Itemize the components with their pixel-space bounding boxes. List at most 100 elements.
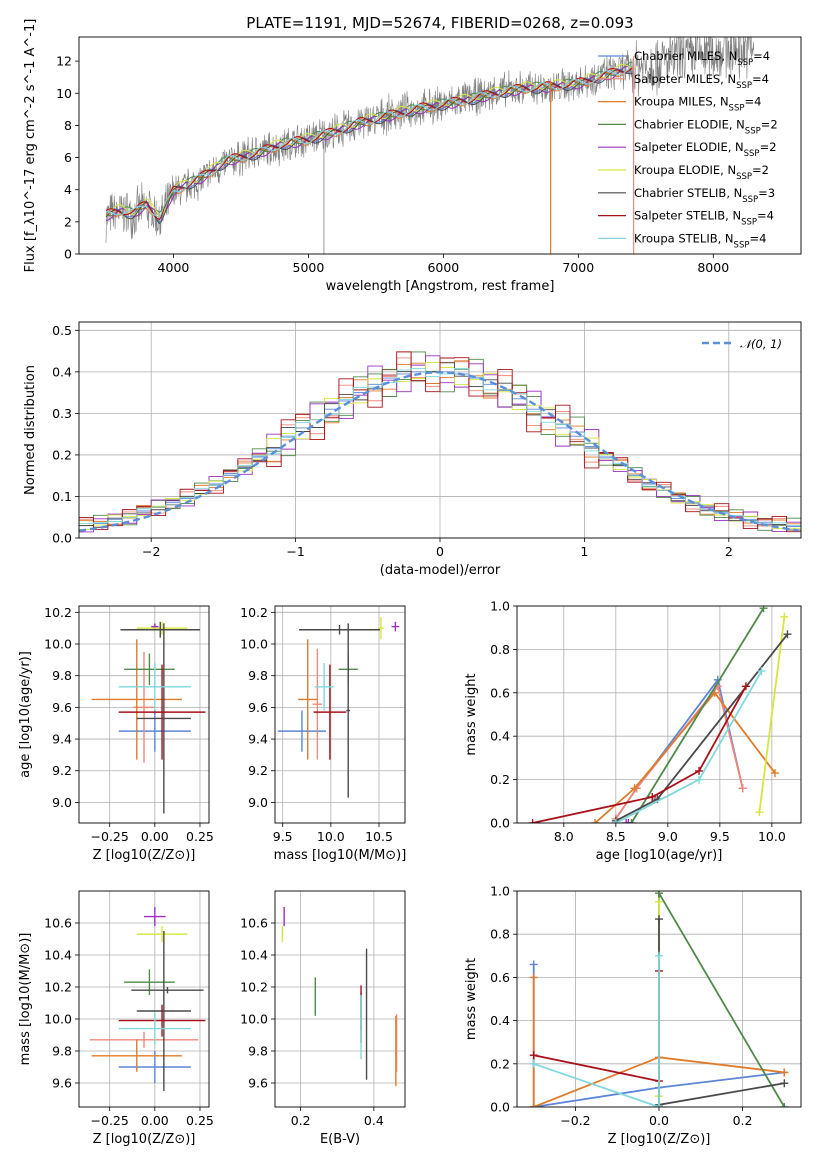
weight-marker bbox=[529, 1103, 538, 1107]
x-axis-label: (data-model)/error bbox=[380, 563, 501, 578]
x-tick-label: 0.00 bbox=[141, 829, 169, 844]
y-tick-label: 9.4 bbox=[248, 732, 268, 747]
weight-line bbox=[758, 616, 786, 813]
weight-marker bbox=[529, 960, 538, 969]
y-tick-label: 0.0 bbox=[490, 1100, 510, 1115]
x-tick-label: 8.5 bbox=[606, 829, 626, 844]
y-tick-label: 10.6 bbox=[44, 916, 72, 931]
y-tick-label: 0.5 bbox=[52, 323, 72, 338]
weight-marker bbox=[655, 897, 663, 906]
x-tick-label: −1 bbox=[286, 544, 304, 559]
weight-line bbox=[533, 955, 660, 1107]
x-axis-label: Z [log10(Z/Z⊙)] bbox=[93, 848, 196, 863]
weight-marker bbox=[591, 819, 600, 823]
legend: Chabrier MILES, NSSP=4 Salpeter MILES, NS… bbox=[598, 49, 778, 250]
y-tick-label: 9.8 bbox=[52, 1044, 72, 1059]
y-tick-label: 9.8 bbox=[248, 668, 268, 683]
x-tick-label: −0.25 bbox=[91, 829, 129, 844]
legend-entry: Kroupa STELIB, NSSP=4 bbox=[634, 231, 766, 250]
weight-line bbox=[532, 977, 785, 1107]
x-tick-label: 0.0 bbox=[649, 1113, 669, 1128]
y-tick-label: 0.1 bbox=[52, 489, 72, 504]
plot-area bbox=[79, 322, 801, 538]
weight-line bbox=[658, 919, 785, 1106]
legend-entry: Kroupa ELODIE, NSSP=2 bbox=[634, 163, 769, 182]
legend-entry: Salpeter MILES, NSSP=4 bbox=[634, 72, 769, 91]
axes-frame bbox=[78, 890, 210, 1108]
model-line bbox=[105, 66, 633, 221]
x-axis-label: Z [log10(Z/Z⊙)] bbox=[93, 1132, 196, 1147]
x-tick-label: 2 bbox=[725, 544, 733, 559]
count: =4 bbox=[753, 49, 770, 63]
count: =2 bbox=[752, 163, 769, 177]
y-tick-label: 0.0 bbox=[52, 531, 72, 546]
panel-1: −2 −1 0 1 2 0.0 0.1 0.2 0.3 0.4 0.5 (data-model)/er… bbox=[23, 321, 802, 578]
panel-4: 8.0 8.5 9.0 9.5 10.0 0.0 0.2 0.4 0.6 0.8 1.0 age [l… bbox=[464, 599, 802, 863]
y-tick-label: 12 bbox=[56, 54, 72, 69]
panel-2: −0.25 0.00 0.25 9.0 9.2 9.4 9.6 9.8 10.0 10.2 Z [l… bbox=[18, 605, 214, 863]
y-tick-label: 10.6 bbox=[240, 916, 268, 931]
y-tick-label: 0.8 bbox=[490, 642, 510, 657]
weight-line bbox=[630, 607, 765, 823]
x-tick-label: 7000 bbox=[562, 260, 594, 275]
weight-marker bbox=[529, 1059, 538, 1068]
weight-marker bbox=[780, 1103, 789, 1107]
weight-marker bbox=[755, 808, 764, 817]
x-tick-label: 8000 bbox=[697, 260, 729, 275]
y-tick-label: 10.2 bbox=[240, 980, 268, 995]
weight-marker bbox=[738, 784, 747, 793]
x-axis-label: E(B-V) bbox=[320, 1132, 360, 1147]
weight-marker bbox=[770, 769, 779, 778]
y-tick-label: 0 bbox=[64, 247, 72, 262]
legend-entry: Chabrier STELIB, NSSP=3 bbox=[634, 186, 775, 205]
y-tick-label: 10.2 bbox=[44, 980, 72, 995]
y-tick-label: 10.0 bbox=[240, 637, 268, 652]
x-axis-label: age [log10(age/yr)] bbox=[596, 848, 723, 863]
count: =4 bbox=[752, 72, 769, 86]
x-axis-label: mass [log10(M/M⊙)] bbox=[274, 848, 407, 863]
subscript: SSP bbox=[742, 195, 758, 205]
y-tick-label: 6 bbox=[64, 150, 72, 165]
model-line bbox=[105, 68, 633, 223]
panel-7: −0.2 0.0 0.2 0.0 0.2 0.4 0.6 0.8 1.0 Z [log10(Z/Z… bbox=[464, 884, 802, 1147]
y-tick-label: 0.8 bbox=[490, 927, 510, 942]
x-axis-label: wavelength [Angstrom, rest frame] bbox=[326, 279, 555, 294]
y-axis-label: Flux [f_λ10^-17 erg cm^-2 s^-1 A^-1] bbox=[23, 19, 38, 273]
x-tick-label: 8.0 bbox=[554, 829, 574, 844]
axes-frame bbox=[516, 890, 802, 1108]
weight-marker bbox=[780, 1068, 789, 1077]
y-tick-label: 0.2 bbox=[490, 772, 510, 787]
x-tick-label: −0.25 bbox=[91, 1113, 129, 1128]
x-tick-label: 10.0 bbox=[758, 829, 786, 844]
weight-marker bbox=[780, 1079, 789, 1088]
y-tick-label: 9.0 bbox=[52, 795, 72, 810]
count: =2 bbox=[760, 140, 777, 154]
count: =4 bbox=[744, 95, 761, 109]
x-tick-label: 9.5 bbox=[710, 829, 730, 844]
y-tick-label: 10.0 bbox=[44, 1012, 72, 1027]
legend-entry: 𝒩(0, 1) bbox=[740, 337, 782, 351]
model-line bbox=[105, 69, 633, 225]
axes-frame bbox=[78, 36, 802, 255]
y-tick-label: 0.3 bbox=[52, 406, 72, 421]
y-axis-label: age [log10(age/yr)] bbox=[18, 651, 33, 778]
weight-marker bbox=[655, 951, 663, 960]
plot-area bbox=[79, 606, 209, 823]
weight-marker bbox=[695, 766, 704, 775]
weight-marker bbox=[695, 775, 704, 784]
y-axis-label: mass weight bbox=[464, 673, 479, 755]
y-tick-label: 1.0 bbox=[490, 884, 510, 899]
weight-line bbox=[658, 891, 786, 1107]
y-tick-label: 4 bbox=[64, 182, 72, 197]
x-tick-label: 0.4 bbox=[364, 1113, 384, 1128]
y-tick-label: 0.6 bbox=[490, 970, 510, 985]
x-tick-label: 0.2 bbox=[733, 1113, 753, 1128]
y-tick-label: 10.0 bbox=[240, 1012, 268, 1027]
subscript: SSP bbox=[736, 81, 752, 91]
gaussian-curve bbox=[79, 371, 799, 532]
weight-marker bbox=[529, 1051, 538, 1060]
histogram bbox=[79, 368, 801, 538]
x-tick-label: 10.5 bbox=[365, 829, 393, 844]
y-tick-label: 10.2 bbox=[240, 605, 268, 620]
